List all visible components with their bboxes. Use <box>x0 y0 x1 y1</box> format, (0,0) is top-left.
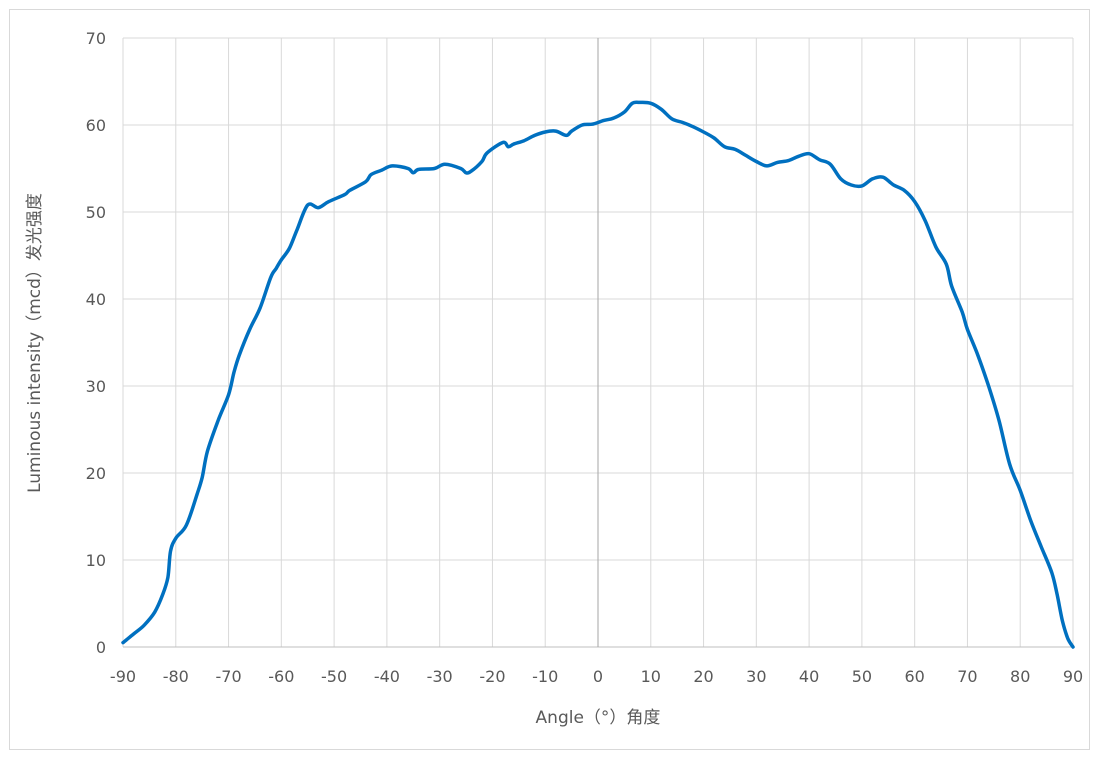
y-tick-label: 60 <box>86 116 106 135</box>
axes <box>123 38 1073 648</box>
x-tick-label: -30 <box>427 667 453 686</box>
x-tick-label: -80 <box>163 667 189 686</box>
x-tick-labels: -90 -80 -70 -60 -50 -40 -30 -20 -10 0 10 20 30 40 50 60… <box>110 667 1083 686</box>
x-tick-label: 40 <box>799 667 819 686</box>
x-tick-label: 90 <box>1063 667 1083 686</box>
y-tick-label: 20 <box>86 464 106 483</box>
series-line <box>121 100 1075 649</box>
x-tick-label: 80 <box>1010 667 1030 686</box>
x-tick-label: -90 <box>110 667 136 686</box>
x-tick-label: -70 <box>215 667 241 686</box>
x-tick-label: 0 <box>593 667 603 686</box>
y-tick-labels: 0 10 20 30 40 50 60 70 <box>86 29 106 657</box>
y-tick-label: 70 <box>86 29 106 48</box>
y-tick-label: 0 <box>96 638 106 657</box>
x-tick-label: 10 <box>641 667 661 686</box>
y-tick-label: 10 <box>86 551 106 570</box>
x-tick-label: 50 <box>852 667 872 686</box>
x-tick-label: 20 <box>693 667 713 686</box>
x-tick-label: -40 <box>374 667 400 686</box>
x-tick-label: 30 <box>746 667 766 686</box>
y-tick-label: 50 <box>86 203 106 222</box>
x-tick-label: -10 <box>532 667 558 686</box>
y-tick-label: 40 <box>86 290 106 309</box>
x-tick-label: -20 <box>479 667 505 686</box>
x-tick-label: 60 <box>904 667 924 686</box>
y-axis-title: Luminous intensity（mcd）发光强度 <box>25 193 45 493</box>
x-tick-label: -50 <box>321 667 347 686</box>
x-tick-label: 70 <box>957 667 977 686</box>
y-tick-label: 30 <box>86 377 106 396</box>
x-tick-label: -60 <box>268 667 294 686</box>
series-layer <box>121 100 1075 649</box>
x-axis-title: Angle（°）角度 <box>536 708 661 728</box>
